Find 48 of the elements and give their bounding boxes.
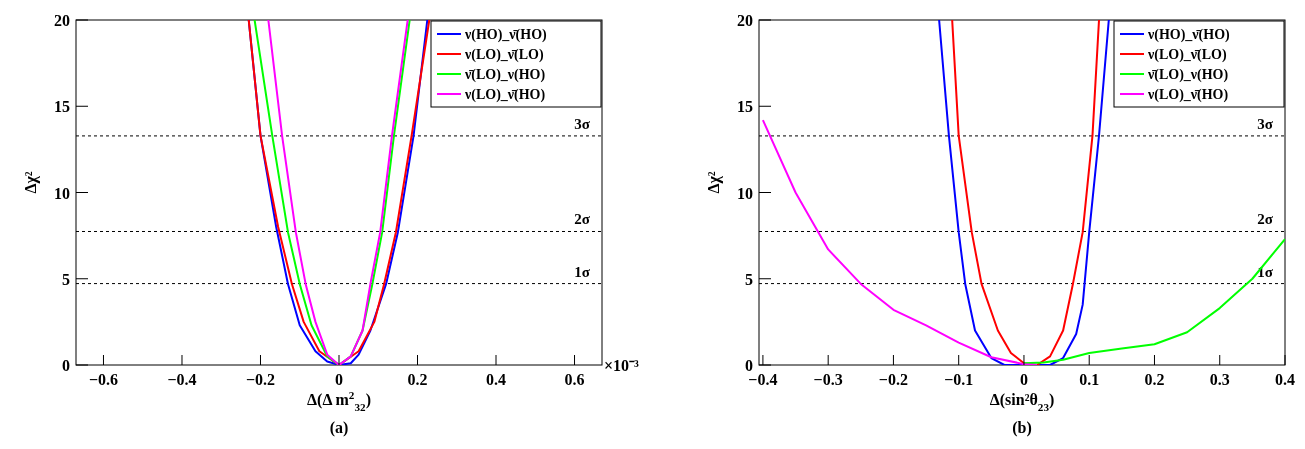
legend-label: ν(HO)_ν̄(HO) [464,27,548,43]
x-tick-label: 0 [335,371,343,388]
legend-label: ν(LO)_ν̄(LO) [1147,47,1227,63]
ref-line-label: 2σ [1257,211,1274,228]
x-tick-label: −0.6 [88,371,119,388]
x-tick-label: 0.4 [1275,371,1295,388]
y-tick-label: 5 [62,270,70,288]
line-series [1022,238,1285,365]
legend-label: ν(LO)_ν̄(LO) [464,47,544,63]
x-axis-title: Δ(sin²θ$_{23}$) [989,391,1055,413]
legend-label: ν(HO)_ν̄(HO) [1147,27,1231,43]
text: ×10⁻³ [604,357,640,374]
text: (a) [329,419,349,437]
y-tick-label: 0 [62,357,70,374]
ref-line-label: 1σ [574,263,591,280]
x-tick-label: 0.6 [564,371,585,388]
line-series [761,119,1039,365]
x-tick-label: −0.4 [167,371,197,388]
text: (b) [1012,419,1032,437]
y-axis-title: Δχ² [705,171,723,194]
legend-label: ν(LO)_ν̄(HO) [464,87,546,103]
x-tick-label: 0.1 [1079,371,1100,388]
x-tick-label: 0.4 [486,371,507,388]
legend-label: ν(LO)_ν̄(HO) [1147,87,1229,103]
y-tick-label: 5 [745,270,753,288]
y-axis-title: Δχ² [22,171,40,194]
x-tick-label: −0.3 [813,371,843,388]
x-tick-label: 0.3 [1209,371,1230,388]
ref-line-label: 2σ [574,211,591,228]
y-tick-label: 15 [54,98,70,116]
legend-label: ν̄(LO)_ν(HO) [464,67,546,83]
y-tick-label: 20 [54,12,70,29]
x-tick-label: −0.2 [878,371,908,388]
ref-line-label: 3σ [1257,115,1274,132]
x-tick-label: 0.2 [1144,371,1165,388]
x-tick-label: −0.2 [245,371,276,388]
y-tick-label: 20 [737,12,753,29]
y-tick-label: 15 [737,98,753,116]
x-tick-label: 0 [1019,371,1028,388]
y-tick-label: 0 [745,357,753,374]
x-tick-label: −0.1 [944,371,974,388]
x-tick-label: −0.4 [748,371,778,388]
y-tick-label: 10 [54,184,70,202]
legend-label: ν̄(LO)_ν(HO) [1147,67,1229,83]
x-tick-label: 0.2 [407,371,428,388]
y-tick-label: 10 [737,184,753,202]
ref-line-label: 3σ [574,115,591,132]
x-axis-title: Δ(Δ m$^{2}$$_{32}$) [307,389,371,413]
